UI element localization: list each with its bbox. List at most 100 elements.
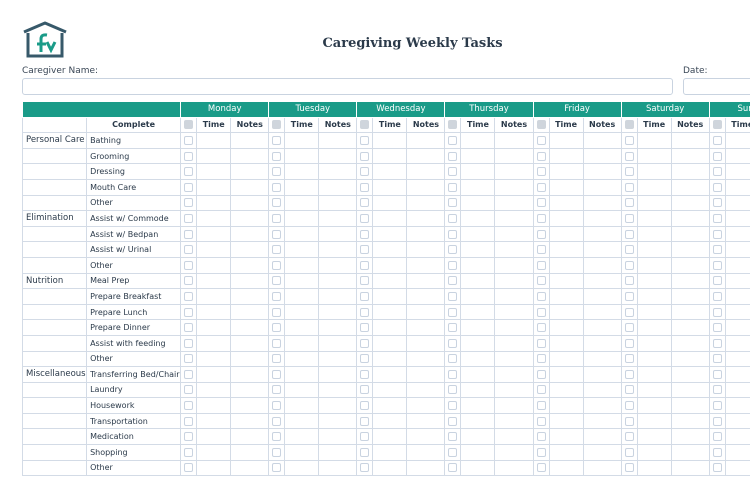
checkbox[interactable] [624, 323, 634, 333]
notes-cell[interactable] [494, 132, 534, 149]
checkbox[interactable] [360, 307, 370, 317]
checkbox[interactable] [184, 369, 194, 379]
notes-cell[interactable] [406, 288, 446, 305]
checkbox[interactable] [272, 401, 282, 411]
notes-cell[interactable] [406, 194, 446, 212]
time-cell[interactable] [636, 241, 672, 258]
checkbox[interactable] [448, 260, 458, 270]
time-cell[interactable] [724, 350, 750, 368]
notes-cell[interactable] [230, 147, 270, 165]
checkbox[interactable] [536, 245, 546, 255]
time-cell[interactable] [460, 459, 496, 477]
checkbox[interactable] [536, 416, 546, 426]
time-cell[interactable] [724, 225, 750, 243]
checkbox[interactable] [448, 151, 458, 161]
time-cell[interactable] [284, 412, 320, 430]
notes-cell[interactable] [318, 319, 358, 336]
checkbox[interactable] [712, 135, 722, 145]
notes-cell[interactable] [318, 288, 358, 305]
time-cell[interactable] [724, 163, 750, 180]
time-cell[interactable] [724, 210, 750, 227]
time-cell[interactable] [284, 288, 320, 305]
notes-cell[interactable] [670, 225, 710, 243]
checkbox[interactable] [624, 198, 634, 208]
notes-cell[interactable] [494, 459, 534, 477]
time-cell[interactable] [196, 210, 232, 227]
time-cell[interactable] [460, 381, 496, 399]
notes-cell[interactable] [318, 428, 358, 446]
notes-cell[interactable] [318, 147, 358, 165]
notes-cell[interactable] [670, 194, 710, 212]
time-cell[interactable] [196, 288, 232, 305]
notes-cell[interactable] [318, 225, 358, 243]
time-cell[interactable] [724, 334, 750, 352]
checkbox[interactable] [712, 354, 722, 364]
notes-cell[interactable] [494, 210, 534, 227]
checkbox[interactable] [448, 369, 458, 379]
notes-cell[interactable] [494, 241, 534, 258]
time-cell[interactable] [284, 132, 320, 149]
checkbox[interactable] [360, 151, 370, 161]
notes-cell[interactable] [230, 381, 270, 399]
time-cell[interactable] [460, 163, 496, 180]
time-cell[interactable] [372, 225, 408, 243]
time-cell[interactable] [724, 459, 750, 477]
notes-cell[interactable] [406, 303, 446, 321]
time-cell[interactable] [460, 210, 496, 227]
checkbox[interactable] [272, 369, 282, 379]
checkbox[interactable] [536, 385, 546, 395]
notes-cell[interactable] [318, 444, 358, 461]
time-cell[interactable] [284, 428, 320, 446]
checkbox[interactable] [360, 323, 370, 333]
notes-cell[interactable] [318, 459, 358, 477]
notes-cell[interactable] [318, 397, 358, 414]
checkbox[interactable] [712, 276, 722, 286]
checkbox[interactable] [448, 291, 458, 301]
checkbox[interactable] [536, 401, 546, 411]
checkbox[interactable] [712, 323, 722, 333]
checkbox[interactable] [360, 291, 370, 301]
checkbox[interactable] [536, 229, 546, 239]
time-cell[interactable] [636, 272, 672, 290]
checkbox[interactable] [360, 369, 370, 379]
checkbox[interactable] [624, 276, 634, 286]
time-cell[interactable] [372, 319, 408, 336]
time-cell[interactable] [372, 303, 408, 321]
checkbox[interactable] [624, 182, 634, 192]
time-cell[interactable] [548, 459, 584, 477]
checkbox[interactable] [272, 432, 282, 442]
checkbox[interactable] [712, 307, 722, 317]
notes-cell[interactable] [318, 350, 358, 368]
time-cell[interactable] [372, 397, 408, 414]
notes-cell[interactable] [406, 210, 446, 227]
checkbox[interactable] [712, 463, 722, 473]
time-cell[interactable] [548, 132, 584, 149]
notes-cell[interactable] [494, 178, 534, 196]
time-cell[interactable] [724, 381, 750, 399]
time-cell[interactable] [196, 194, 232, 212]
time-cell[interactable] [548, 256, 584, 274]
notes-cell[interactable] [670, 334, 710, 352]
notes-cell[interactable] [230, 163, 270, 180]
time-cell[interactable] [284, 444, 320, 461]
time-cell[interactable] [636, 428, 672, 446]
checkbox[interactable] [536, 291, 546, 301]
time-cell[interactable] [196, 241, 232, 258]
checkbox[interactable] [184, 213, 194, 223]
checkbox[interactable] [272, 229, 282, 239]
checkbox[interactable] [448, 385, 458, 395]
checkbox[interactable] [536, 323, 546, 333]
time-cell[interactable] [636, 319, 672, 336]
checkbox[interactable] [360, 338, 370, 348]
checkbox[interactable] [712, 245, 722, 255]
time-cell[interactable] [372, 459, 408, 477]
checkbox[interactable] [360, 229, 370, 239]
notes-cell[interactable] [494, 397, 534, 414]
notes-cell[interactable] [670, 178, 710, 196]
time-cell[interactable] [636, 225, 672, 243]
time-cell[interactable] [548, 444, 584, 461]
notes-cell[interactable] [582, 256, 622, 274]
checkbox[interactable] [272, 447, 282, 457]
notes-cell[interactable] [670, 459, 710, 477]
time-cell[interactable] [548, 241, 584, 258]
